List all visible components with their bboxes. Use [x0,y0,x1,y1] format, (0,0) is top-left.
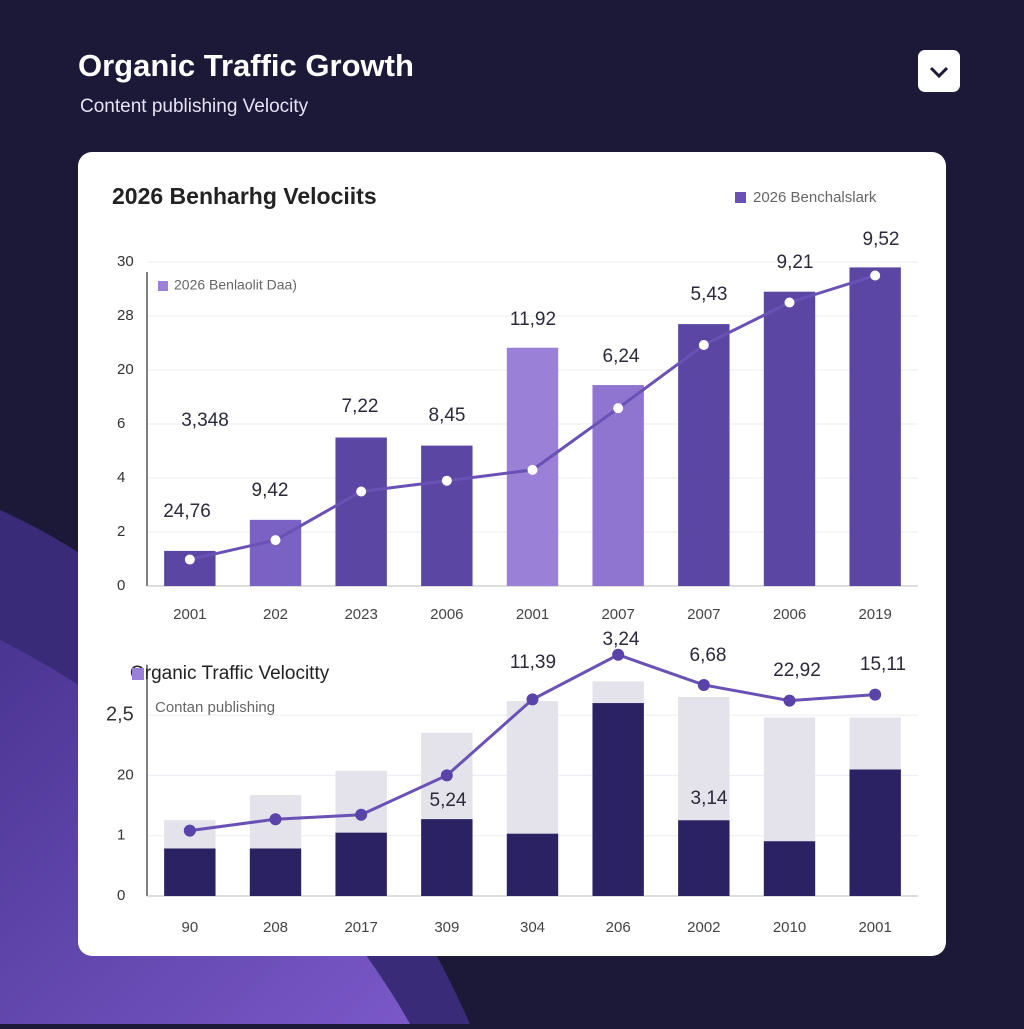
data-label: 9,21 [777,252,814,273]
x-tick-label: 304 [520,919,545,936]
chart-title: 2026 Benharhg Velociits [112,183,377,209]
data-label: 24,76 [163,501,211,522]
data-label: 22,92 [773,660,821,681]
data-label: 15,11 [860,654,906,675]
chart-subtitle: Contan publishing [155,699,275,716]
y-tick-label: 1 [117,827,125,844]
data-label: 11,39 [510,652,556,673]
x-tick-label: 206 [606,919,631,936]
x-tick-label: 2002 [687,919,720,936]
x-tick-label: 2007 [601,606,634,623]
data-label: 9,42 [252,480,289,501]
y-tick-label: 0 [117,577,125,594]
data-label: 5,24 [430,790,467,811]
x-tick-label: 2007 [687,606,720,623]
line-point [613,403,624,414]
chart-title: Organic Traffic Velocitty [130,663,330,684]
bar [335,832,387,896]
line-point [697,678,710,691]
line-point [783,694,796,707]
y-tick-label: 20 [117,766,134,783]
bar [506,833,559,896]
legend-label: 2026 Benlaolit Daa) [174,277,297,293]
bar [849,267,901,586]
x-tick-label: 2001 [858,919,891,936]
bar [678,324,730,586]
y-tick-label: 20 [117,361,134,378]
page-subtitle: Content publishing Velocity [80,96,309,117]
legend-swatch [158,281,168,291]
y-tick-label: 6 [117,415,125,432]
line-point [870,270,881,281]
line-point [440,769,453,782]
bar [763,291,816,586]
line-point [527,464,538,475]
bar [763,717,816,842]
bar [592,385,644,586]
line-point [183,824,196,837]
line-point [269,813,282,826]
data-label: 6,24 [603,346,640,367]
data-label: 3,348 [181,410,229,431]
bar [849,769,901,896]
line-point [784,297,795,308]
line-point [441,475,452,486]
chevron-icon [929,66,949,79]
x-tick-label: 2001 [516,606,549,623]
y-tick-label: 2,5 [106,703,134,725]
x-tick-label: 90 [181,919,198,936]
bar [335,770,387,833]
line-point [698,340,709,351]
x-tick-label: 2010 [773,919,806,936]
bar [592,681,644,704]
data-label: 8,45 [429,405,466,426]
bar [592,703,644,896]
data-label: 3,14 [691,788,728,809]
x-tick-label: 2017 [344,919,377,936]
x-tick-label: 2019 [858,606,891,623]
page-title: Organic Traffic Growth [78,48,414,83]
y-tick-label: 28 [117,307,134,324]
line-point [356,486,367,497]
line-point [526,693,539,706]
bar [763,841,816,896]
data-label: 11,92 [510,309,556,330]
legend-swatch [132,668,144,680]
data-label: 9,52 [863,229,900,250]
y-tick-label: 30 [117,253,134,270]
line-point [270,535,281,546]
bar [421,445,473,586]
legend-label: 2026 Benchalslark [753,189,877,206]
bar [421,819,473,896]
bar [506,701,559,834]
x-tick-label: 202 [263,606,288,623]
line-point [869,688,882,701]
line-point [612,648,625,661]
x-tick-label: 2001 [173,606,206,623]
dropdown-button[interactable] [918,50,960,92]
bar [849,717,901,770]
bar [164,848,216,896]
data-label: 3,24 [603,629,640,650]
x-tick-label: 208 [263,919,288,936]
y-tick-label: 0 [117,887,125,904]
x-tick-label: 2023 [344,606,377,623]
x-tick-label: 2006 [773,606,806,623]
bar [335,437,387,586]
data-label: 5,43 [691,284,728,305]
x-tick-label: 2006 [430,606,463,623]
data-label: 6,68 [690,645,727,666]
y-tick-label: 2 [117,523,125,540]
line-point [184,554,195,565]
x-tick-label: 309 [434,919,459,936]
legend-swatch [735,192,746,203]
line-point [355,808,368,821]
bar [678,820,730,896]
y-tick-label: 4 [117,469,125,486]
bar [678,697,730,821]
bar [249,848,302,896]
data-label: 7,22 [342,396,379,417]
